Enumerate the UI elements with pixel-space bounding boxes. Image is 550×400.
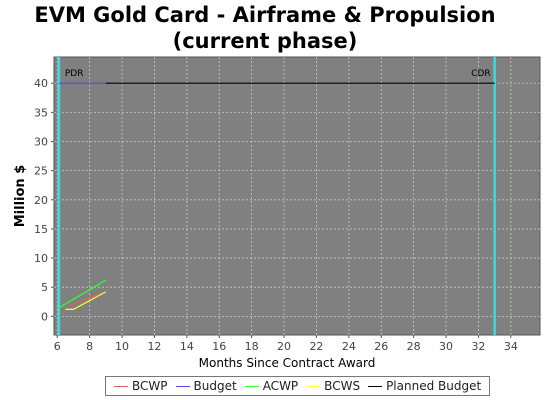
legend-swatch bbox=[244, 385, 259, 387]
legend-swatch bbox=[306, 385, 321, 387]
plot-area bbox=[53, 56, 541, 336]
x-tick-label: 8 bbox=[86, 340, 93, 353]
y-tick-label: 25 bbox=[34, 165, 48, 178]
x-tick-label: 22 bbox=[309, 340, 323, 353]
series-lines bbox=[56, 82, 495, 310]
milestone-label-pdr: PDR bbox=[65, 69, 84, 79]
y-tick-label: 0 bbox=[41, 310, 48, 323]
y-tick-label: 5 bbox=[41, 281, 48, 294]
series-line-bcwp bbox=[65, 291, 107, 308]
x-tick-label: 16 bbox=[212, 340, 226, 353]
series-line-bcws bbox=[65, 291, 107, 310]
legend-item-budget: Budget bbox=[175, 379, 237, 393]
legend-label: BCWS bbox=[324, 379, 361, 393]
y-axis: 0 5 10 15 20 25 30 35 40 bbox=[34, 77, 54, 323]
x-tick-label: 20 bbox=[277, 340, 291, 353]
milestones: PDR CDR bbox=[57, 57, 496, 335]
x-tick-label: 10 bbox=[115, 340, 129, 353]
legend-label: Budget bbox=[193, 379, 237, 393]
legend-label: ACWP bbox=[262, 379, 299, 393]
legend-swatch bbox=[368, 385, 383, 387]
legend-label: Planned Budget bbox=[386, 379, 482, 393]
legend-swatch bbox=[114, 385, 128, 387]
x-tick-label: 34 bbox=[504, 340, 518, 353]
x-tick-label: 32 bbox=[471, 340, 485, 353]
y-tick-label: 20 bbox=[34, 194, 48, 207]
legend-label: BCWP bbox=[132, 379, 168, 393]
legend: BCWP Budget ACWP BCWS Planned Budget bbox=[105, 376, 491, 396]
x-tick-label: 28 bbox=[407, 340, 421, 353]
x-tick-label: 30 bbox=[439, 340, 453, 353]
milestone-label-cdr: CDR bbox=[471, 69, 490, 79]
x-axis: 6 8 10 12 14 16 18 20 22 24 26 28 30 32 34 bbox=[54, 335, 518, 353]
y-tick-label: 35 bbox=[34, 106, 48, 119]
legend-item-bcwp: BCWP bbox=[114, 379, 168, 393]
x-tick-label: 12 bbox=[147, 340, 161, 353]
chart-title: EVM Gold Card - Airframe & Propulsion (c… bbox=[34, 3, 496, 53]
legend-item-bcws: BCWS bbox=[306, 379, 360, 393]
legend-swatch bbox=[175, 385, 190, 387]
x-tick-label: 26 bbox=[374, 340, 388, 353]
x-tick-label: 18 bbox=[245, 340, 259, 353]
x-tick-label: 14 bbox=[180, 340, 194, 353]
x-axis-label: Months Since Contract Award bbox=[199, 356, 376, 370]
y-tick-label: 10 bbox=[34, 252, 48, 265]
y-tick-label: 15 bbox=[34, 223, 48, 236]
legend-item-planned-budget: Planned Budget bbox=[368, 379, 481, 393]
legend-item-acwp: ACWP bbox=[244, 379, 299, 393]
y-axis-label: Million $ bbox=[13, 165, 28, 228]
series-line-acwp bbox=[56, 279, 107, 310]
y-tick-label: 30 bbox=[34, 136, 48, 149]
y-tick-label: 40 bbox=[34, 77, 48, 90]
x-tick-label: 24 bbox=[342, 340, 356, 353]
x-tick-label: 6 bbox=[54, 340, 61, 353]
